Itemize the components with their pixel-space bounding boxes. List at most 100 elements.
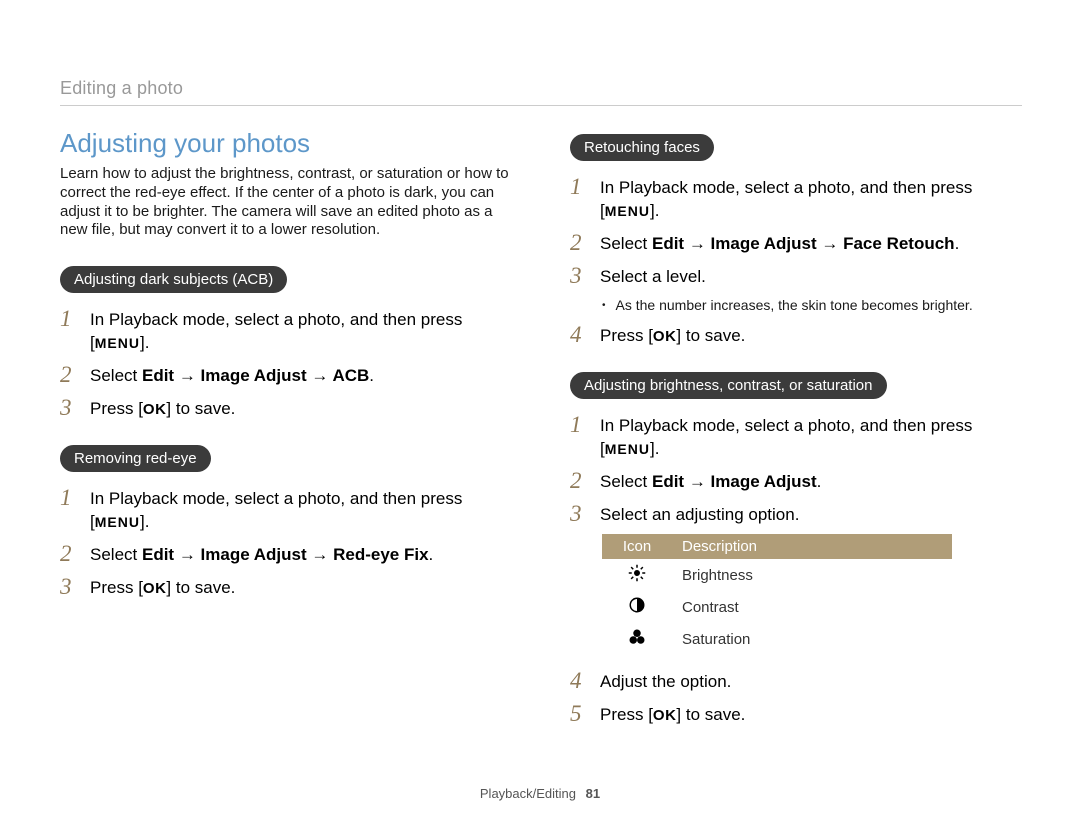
menu-button-label: MENU [95, 514, 140, 530]
step-text: Press [OK] to save. [600, 323, 1022, 348]
ok-button-label: OK [143, 580, 167, 597]
step-prefix: In Playback mode, select a photo, and th… [600, 416, 972, 435]
step-text: In Playback mode, select a photo, and th… [600, 175, 1022, 223]
step-number: 2 [60, 363, 78, 387]
step: 2 Select Edit → Image Adjust. [570, 469, 1022, 494]
menu-path: Edit → Image Adjust [652, 472, 817, 491]
table-header-icon: Icon [602, 534, 672, 559]
select-label: Select [90, 366, 137, 385]
steps-bcs: 1 In Playback mode, select a photo, and … [570, 413, 1022, 728]
step-number: 3 [60, 575, 78, 599]
table-header-desc: Description [672, 534, 952, 559]
step-number: 4 [570, 669, 588, 693]
step-number: 3 [60, 396, 78, 420]
page-footer: Playback/Editing 81 [0, 786, 1080, 801]
section-pill-bcs: Adjusting brightness, contrast, or satur… [570, 372, 887, 399]
bullet-icon: • [602, 297, 606, 313]
page-number: 81 [586, 786, 600, 801]
step-prefix: In Playback mode, select a photo, and th… [600, 178, 972, 197]
menu-button-label: MENU [95, 335, 140, 351]
select-label: Select [600, 234, 647, 253]
right-column: Retouching faces 1 In Playback mode, sel… [570, 128, 1022, 745]
step-prefix: In Playback mode, select a photo, and th… [90, 310, 462, 329]
content-columns: Adjusting your photos Learn how to adjus… [60, 128, 1022, 745]
step-number: 1 [60, 307, 78, 331]
left-column: Adjusting your photos Learn how to adjus… [60, 128, 512, 745]
step-text: Select an adjusting option. [600, 502, 1022, 527]
step-text: Press [OK] to save. [600, 702, 1022, 727]
step-number: 2 [60, 542, 78, 566]
step: 5 Press [OK] to save. [570, 702, 1022, 727]
menu-button-label: MENU [605, 203, 650, 219]
step-number: 2 [570, 231, 588, 255]
to-save-label: to save. [176, 399, 236, 418]
step-prefix: In Playback mode, select a photo, and th… [90, 489, 462, 508]
step: 3 Select an adjusting option. [570, 502, 1022, 527]
page-header: Editing a photo [60, 78, 1022, 106]
table-cell-desc: Brightness [672, 559, 952, 591]
ok-button-label: OK [653, 707, 677, 724]
to-save-label: to save. [686, 326, 746, 345]
intro-text: Learn how to adjust the brightness, cont… [60, 165, 512, 240]
page: Editing a photo Adjusting your photos Le… [0, 0, 1080, 765]
select-label: Select [90, 545, 137, 564]
step: 4 Press [OK] to save. [570, 323, 1022, 348]
press-label: Press [600, 326, 643, 345]
steps-redeye: 1 In Playback mode, select a photo, and … [60, 486, 512, 600]
step-note: • As the number increases, the skin tone… [602, 297, 1022, 313]
press-label: Press [90, 399, 133, 418]
step-text: Select Edit → Image Adjust. [600, 469, 1022, 494]
press-label: Press [90, 578, 133, 597]
step-text: Select Edit → Image Adjust → Face Retouc… [600, 231, 1022, 256]
step: 2 Select Edit → Image Adjust → ACB. [60, 363, 512, 388]
press-label: Press [600, 705, 643, 724]
section-pill-redeye: Removing red-eye [60, 445, 211, 472]
step-number: 1 [60, 486, 78, 510]
menu-button-label: MENU [605, 441, 650, 457]
step: 1 In Playback mode, select a photo, and … [60, 486, 512, 534]
step-text: Select a level. [600, 264, 1022, 289]
step-text: In Playback mode, select a photo, and th… [90, 307, 512, 355]
section-pill-acb: Adjusting dark subjects (ACB) [60, 266, 287, 293]
menu-path: Edit → Image Adjust → ACB [142, 366, 369, 385]
step: 2 Select Edit → Image Adjust → Red-eye F… [60, 542, 512, 567]
section-pill-retouch: Retouching faces [570, 134, 714, 161]
step-number: 2 [570, 469, 588, 493]
contrast-icon [602, 591, 672, 623]
table-cell-desc: Saturation [672, 623, 952, 655]
table-header-row: Icon Description [602, 534, 952, 559]
footer-section: Playback/Editing [480, 786, 576, 801]
step: 3 Press [OK] to save. [60, 575, 512, 600]
step-text: Press [OK] to save. [90, 575, 512, 600]
step-text: In Playback mode, select a photo, and th… [90, 486, 512, 534]
step-number: 1 [570, 175, 588, 199]
select-label: Select [600, 472, 647, 491]
step-text: Adjust the option. [600, 669, 1022, 694]
step-number: 4 [570, 323, 588, 347]
steps-acb: 1 In Playback mode, select a photo, and … [60, 307, 512, 421]
step-number: 3 [570, 264, 588, 288]
step-number: 1 [570, 413, 588, 437]
step: 1 In Playback mode, select a photo, and … [570, 175, 1022, 223]
menu-path: Edit → Image Adjust → Red-eye Fix [142, 545, 429, 564]
step: 3 Select a level. [570, 264, 1022, 289]
to-save-label: to save. [686, 705, 746, 724]
step-text: Select Edit → Image Adjust → Red-eye Fix… [90, 542, 512, 567]
ok-button-label: OK [143, 401, 167, 418]
step: 3 Press [OK] to save. [60, 396, 512, 421]
to-save-label: to save. [176, 578, 236, 597]
steps-retouch: 1 In Playback mode, select a photo, and … [570, 175, 1022, 348]
table-row: Brightness [602, 559, 952, 591]
step: 2 Select Edit → Image Adjust → Face Reto… [570, 231, 1022, 256]
step-number: 5 [570, 702, 588, 726]
step-text: In Playback mode, select a photo, and th… [600, 413, 1022, 461]
step-text: Press [OK] to save. [90, 396, 512, 421]
table-cell-desc: Contrast [672, 591, 952, 623]
menu-path: Edit → Image Adjust → Face Retouch [652, 234, 955, 253]
brightness-icon [602, 559, 672, 591]
step-text: Select Edit → Image Adjust → ACB. [90, 363, 512, 388]
options-table: Icon Description Brightness Contrast [602, 534, 952, 655]
table-row: Saturation [602, 623, 952, 655]
saturation-icon [602, 623, 672, 655]
page-title: Adjusting your photos [60, 128, 512, 159]
